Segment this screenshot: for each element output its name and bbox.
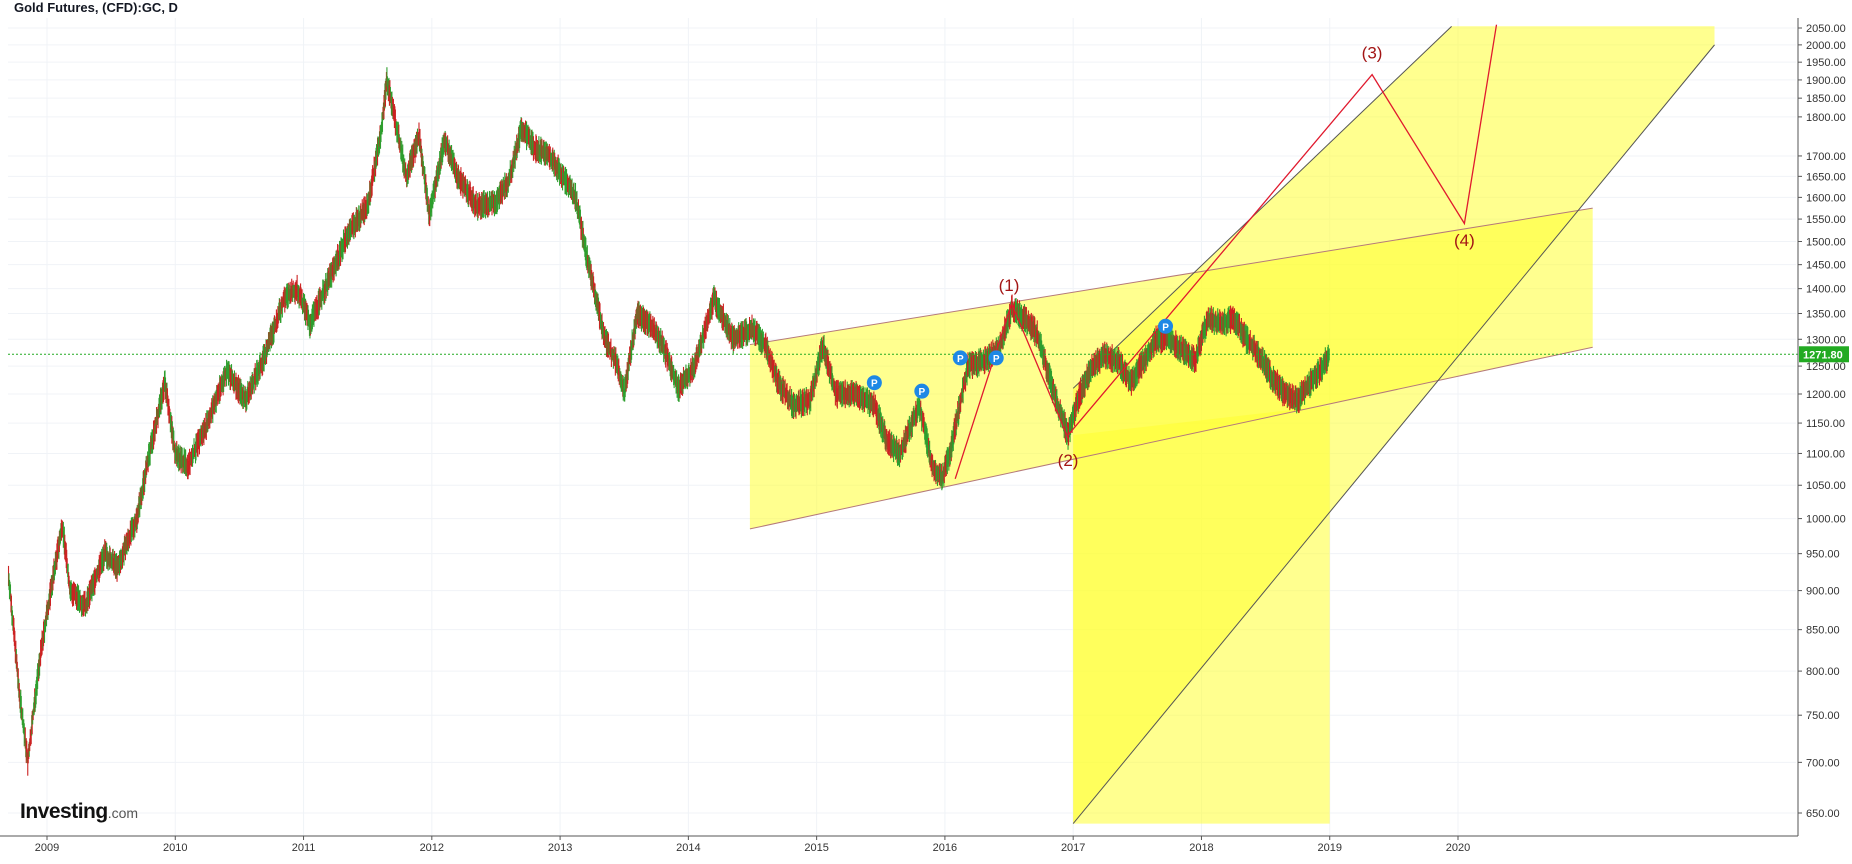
price-bars xyxy=(7,67,1330,776)
y-tick-label: 2050.00 xyxy=(1806,23,1846,35)
dividend-marker: P xyxy=(866,375,882,391)
marker-text: P xyxy=(993,354,1000,365)
y-tick-label: 650.00 xyxy=(1806,808,1840,820)
y-tick-label: 1500.00 xyxy=(1806,236,1846,248)
x-tick-label: 2013 xyxy=(548,842,572,854)
y-tick-label: 1400.00 xyxy=(1806,284,1846,296)
y-tick-label: 1900.00 xyxy=(1806,75,1846,87)
chart-title: Gold Futures, (CFD):GC, D xyxy=(14,0,178,15)
y-tick-label: 1300.00 xyxy=(1806,334,1846,346)
channel-upper-border xyxy=(749,207,1593,346)
y-tick-label: 900.00 xyxy=(1806,586,1840,598)
dividend-marker: P xyxy=(914,383,930,399)
marker-circle xyxy=(914,383,930,399)
logo-text: Investing xyxy=(20,800,108,823)
channel-base xyxy=(1073,405,1330,824)
y-tick-label: 1250.00 xyxy=(1806,361,1846,373)
y-tick-label: 2000.00 xyxy=(1806,40,1846,52)
marker-circle xyxy=(952,350,968,366)
wave-label: (3) xyxy=(1362,44,1383,63)
logo-suffix: .com xyxy=(107,805,139,821)
y-tick-label: 700.00 xyxy=(1806,757,1840,769)
y-tick-label: 1150.00 xyxy=(1806,418,1845,430)
y-tick-label: 1600.00 xyxy=(1806,192,1846,204)
y-tick-label: 1050.00 xyxy=(1806,480,1846,492)
y-tick-label: 1550.00 xyxy=(1806,214,1846,226)
marker-text: P xyxy=(871,379,878,390)
y-tick-label: 850.00 xyxy=(1806,625,1840,637)
marker-circle xyxy=(866,375,882,391)
wave-label: (4) xyxy=(1454,231,1475,250)
wave-label: (2) xyxy=(1058,451,1079,470)
x-tick-label: 2016 xyxy=(933,842,957,854)
x-tick-label: 2015 xyxy=(804,842,828,854)
wave-lines xyxy=(954,24,1498,479)
y-tick-label: 1850.00 xyxy=(1806,93,1846,105)
x-tick-label: 2012 xyxy=(420,842,444,854)
x-tick-label: 2009 xyxy=(35,842,59,854)
channel-drawings xyxy=(749,25,1715,824)
current-price-box xyxy=(1799,346,1849,363)
wave-3-4-5 xyxy=(1067,24,1498,436)
x-tick-label: 2014 xyxy=(676,842,700,854)
marker-text: P xyxy=(918,387,925,398)
y-tick-label: 1450.00 xyxy=(1806,260,1846,272)
current-price-label: 1271.80 xyxy=(1803,349,1843,361)
y-tick-label: 1700.00 xyxy=(1806,151,1846,163)
current-price-tag: 1271.80 xyxy=(1799,346,1849,363)
channel-lower-border xyxy=(749,346,1593,530)
x-tick-label: 2018 xyxy=(1189,842,1213,854)
y-tick-label: 1350.00 xyxy=(1806,308,1846,320)
investing-logo: Investing.com xyxy=(20,800,138,824)
y-tick-label: 1100.00 xyxy=(1806,448,1845,460)
marker-text: P xyxy=(957,354,964,365)
y-tick-label: 750.00 xyxy=(1806,710,1840,722)
y-tick-label: 950.00 xyxy=(1806,549,1840,561)
x-tick-label: 2020 xyxy=(1446,842,1470,854)
x-tick-label: 2011 xyxy=(292,842,316,854)
y-tick-label: 1000.00 xyxy=(1806,514,1846,526)
marker-text: P xyxy=(1162,322,1169,333)
marker-circle xyxy=(988,350,1004,366)
dividend-marker: P xyxy=(1158,318,1174,334)
y-tick-label: 1650.00 xyxy=(1806,171,1846,183)
y-tick-label: 1200.00 xyxy=(1806,389,1846,401)
y-tick-label: 800.00 xyxy=(1806,666,1840,678)
x-tick-label: 2019 xyxy=(1317,842,1341,854)
marker-circle xyxy=(1158,318,1174,334)
x-tick-label: 2010 xyxy=(163,842,187,854)
x-tick-label: 2017 xyxy=(1061,842,1085,854)
y-tick-label: 1800.00 xyxy=(1806,112,1846,124)
wave-label: (1) xyxy=(999,276,1020,295)
y-tick-label: 1950.00 xyxy=(1806,57,1846,69)
dividend-marker: P xyxy=(988,350,1004,366)
steep-lower-border xyxy=(1072,44,1715,824)
steep-upper-border xyxy=(1072,25,1452,389)
wave-1-2 xyxy=(954,301,1069,479)
dividend-marker: P xyxy=(952,350,968,366)
